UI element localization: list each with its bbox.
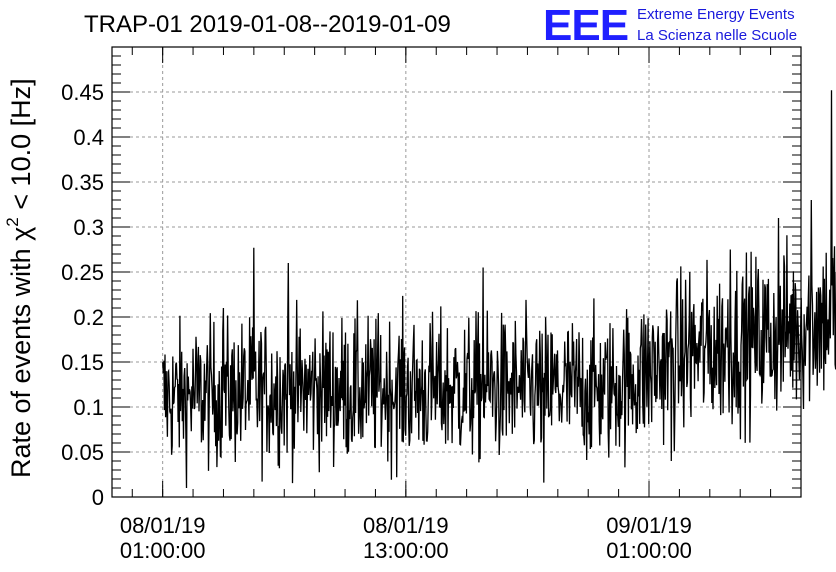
- x-tick-time: 13:00:00: [363, 538, 449, 563]
- series-layer: [162, 90, 836, 489]
- series-line: [162, 90, 836, 489]
- x-tick-labels: 08/01/1901:00:0008/01/1913:00:0009/01/19…: [120, 513, 692, 563]
- y-axis-label: Rate of events with χ2 < 10.0 [Hz]: [3, 78, 36, 478]
- y-tick-labels: 0 0.05 0.1 0.15 0.2 0.25 0.3 0.35 0.4 0.45: [61, 80, 104, 510]
- y-axis-label-text: Rate of events with: [6, 241, 36, 478]
- grid: [112, 47, 801, 497]
- y-tick-label: 0.35: [61, 170, 104, 195]
- x-tick-date: 08/01/19: [120, 513, 206, 538]
- x-tick-time: 01:00:00: [606, 538, 692, 563]
- x-tick-date: 09/01/19: [606, 513, 692, 538]
- eee-logo: EEE Extreme Energy Events La Scienza nel…: [543, 1, 797, 50]
- chart-title: TRAP-01 2019-01-08--2019-01-09: [84, 11, 451, 38]
- y-tick-label: 0.25: [61, 260, 104, 285]
- y-tick-label: 0.45: [61, 80, 104, 105]
- eee-logo-mark: EEE: [543, 1, 628, 50]
- plot-frame: [111, 46, 802, 498]
- y-tick-label: 0.4: [73, 125, 104, 150]
- y-tick-label: 0: [92, 485, 104, 510]
- x-tick-date: 08/01/19: [363, 513, 449, 538]
- logo-line-1: Extreme Energy Events: [637, 6, 795, 23]
- y-tick-label: 0.15: [61, 350, 104, 375]
- chi-superscript: 2: [3, 217, 22, 226]
- y-tick-label: 0.05: [61, 440, 104, 465]
- x-tick-time: 01:00:00: [120, 538, 206, 563]
- y-tick-label: 0.2: [73, 305, 104, 330]
- axes: [111, 46, 802, 498]
- y-axis-label-tail: < 10.0 [Hz]: [6, 78, 36, 217]
- y-tick-label: 0.1: [73, 395, 104, 420]
- logo-line-2: La Scienza nelle Scuole: [637, 27, 797, 44]
- y-tick-label: 0.3: [73, 215, 104, 240]
- chi-symbol: χ: [6, 227, 36, 241]
